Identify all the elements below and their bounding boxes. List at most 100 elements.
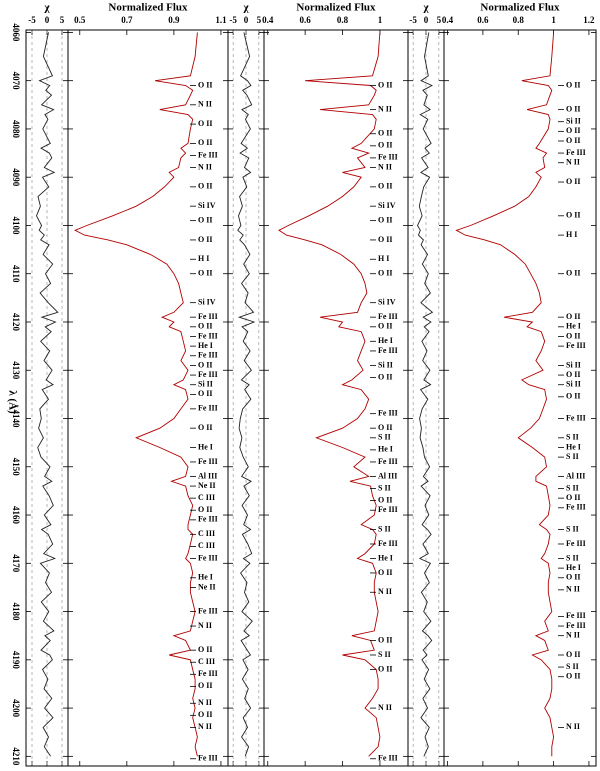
line-id-label: O II [378, 568, 392, 577]
value-tick-label: 5 [437, 15, 442, 25]
wavelength-tick-label: 4160 [11, 506, 21, 525]
line-id-label: Fe III [566, 341, 586, 350]
line-id-label: Fe III [566, 148, 586, 157]
line-id-label: Fe III [198, 553, 218, 562]
line-id-label: He I [378, 445, 393, 454]
line-id-label: O II [566, 211, 580, 220]
line-id-label: O II [198, 182, 212, 191]
value-tick-label: 0 [45, 15, 50, 25]
line-id-label: Si II [566, 117, 581, 126]
axis-label: Normalized Flux [480, 2, 560, 14]
value-tick-label: 0.9 [168, 15, 180, 25]
line-id-label: O II [566, 650, 580, 659]
line-id-label: He I [198, 341, 213, 350]
line-id-label: Si II [566, 360, 581, 369]
line-id-label: Fe III [198, 606, 218, 615]
value-tick-label: 1.2 [583, 15, 595, 25]
line-id-label: He I [566, 563, 581, 572]
line-id-label: N II [378, 104, 392, 113]
line-id-label: S II [566, 662, 579, 671]
line-id-label: O II [198, 681, 212, 690]
line-id-label: N II [378, 587, 392, 596]
line-id-label: N II [566, 722, 580, 731]
wavelength-tick-label: 4140 [11, 410, 21, 429]
line-id-label: He I [378, 553, 393, 562]
line-id-label: Al III [198, 471, 217, 480]
line-id-label: H I [198, 254, 209, 263]
wavelength-tick-label: 4200 [11, 699, 21, 718]
wavelength-tick-label: 4090 [11, 168, 21, 187]
line-id-label: O II [566, 331, 580, 340]
line-id-label: S II [378, 524, 391, 533]
line-id-label: S II [378, 483, 391, 492]
line-id-label: He I [566, 322, 581, 331]
wavelength-tick-label: 4080 [11, 120, 21, 139]
line-id-label: N II [198, 100, 212, 109]
wavelength-tick-label: 4150 [11, 458, 21, 477]
line-id-label: O II [566, 126, 580, 135]
line-id-label: O II [198, 119, 212, 128]
line-id-label: Si II [566, 380, 581, 389]
line-id-label: Fe III [198, 515, 218, 524]
line-id-label: S II [566, 553, 579, 562]
wavelength-tick-label: 4210 [11, 747, 21, 766]
spectrum-line [237, 32, 256, 757]
line-id-label: Fe III [378, 409, 398, 418]
axis-label: Normalized Flux [108, 2, 188, 14]
line-id-label: O II [566, 392, 580, 401]
line-id-label: Si IV [378, 201, 396, 210]
line-id-label: O II [198, 645, 212, 654]
line-id-label: Fe III [378, 153, 398, 162]
wavelength-tick-label: 4120 [11, 313, 21, 332]
line-id-label: Si II [198, 380, 213, 389]
value-tick-label: 0.7 [121, 15, 133, 25]
value-tick-label: 0.4 [262, 15, 274, 25]
line-id-label: N II [198, 621, 212, 630]
line-id-label: O II [198, 389, 212, 398]
axis-label: χ [242, 2, 249, 14]
line-id-label: Fe III [378, 539, 398, 548]
line-id-label: S II [566, 483, 579, 492]
line-id-label: Ne II [198, 481, 216, 490]
axis-label: χ [422, 2, 429, 14]
value-tick-label: 1 [551, 15, 556, 25]
line-id-label: Al III [378, 471, 397, 480]
line-id-label: Fe III [566, 611, 586, 620]
value-tick-label: 1.1 [215, 15, 227, 25]
value-tick-label: -5 [229, 15, 237, 25]
spectrum-line [278, 32, 381, 757]
line-id-label: Fe III [198, 370, 218, 379]
line-id-label: Si II [378, 360, 393, 369]
line-id-label: C III [198, 657, 215, 666]
line-id-label: O II [378, 129, 392, 138]
line-id-label: O II [198, 269, 212, 278]
line-id-label: Fe III [198, 331, 218, 340]
line-id-label: N II [198, 162, 212, 171]
line-id-label: O II [566, 136, 580, 145]
axis-label: χ [43, 2, 50, 14]
line-id-label: N II [378, 162, 392, 171]
line-id-label: C III [198, 529, 215, 538]
line-id-label: O II [378, 235, 392, 244]
line-id-label: Si IV [198, 298, 216, 307]
line-id-label: Si IV [378, 298, 396, 307]
line-id-label: O II [198, 423, 212, 432]
line-id-label: O II [198, 360, 212, 369]
spectrum-line [74, 32, 198, 757]
line-id-label: Fe III [378, 346, 398, 355]
line-id-label: O II [378, 269, 392, 278]
line-id-label: Fe III [198, 150, 218, 159]
line-id-label: O II [566, 80, 580, 89]
value-tick-label: -5 [409, 15, 417, 25]
value-tick-label: 0.6 [477, 15, 489, 25]
line-id-label: S II [566, 433, 579, 442]
line-id-label: O II [198, 138, 212, 147]
line-id-label: C III [198, 493, 215, 502]
panel-frame [443, 29, 597, 767]
wavelength-tick-label: 4170 [11, 554, 21, 573]
line-id-label: O II [566, 269, 580, 278]
line-id-label: S II [566, 452, 579, 461]
line-id-label: S II [378, 433, 391, 442]
line-id-label: O II [566, 370, 580, 379]
line-id-label: O II [566, 312, 580, 321]
